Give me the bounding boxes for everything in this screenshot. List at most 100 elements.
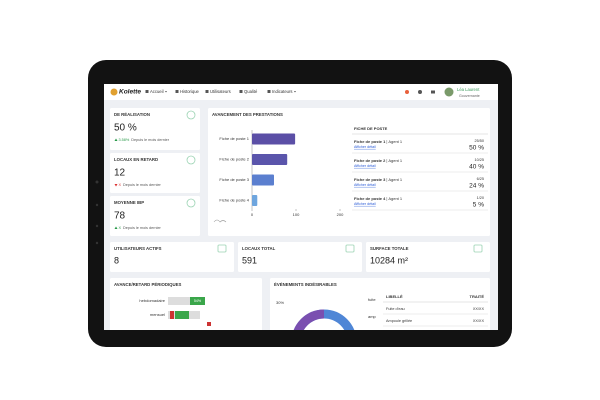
event-name: Ampoule grillée xyxy=(386,319,412,323)
menu-icon xyxy=(267,90,271,93)
bar xyxy=(252,154,288,165)
bar xyxy=(252,133,296,145)
job-percent: 24 % xyxy=(469,183,484,190)
period-bar-green xyxy=(190,297,205,305)
detail-link[interactable]: Afficher détail xyxy=(354,164,376,168)
job-agent: Agent 1 xyxy=(388,158,403,163)
card xyxy=(110,242,234,272)
detail-link[interactable]: Afficher détail xyxy=(354,202,376,206)
period-label: hebdomadaire xyxy=(139,298,165,303)
stat-title: SURFACE TOTALE xyxy=(370,246,409,251)
kpi-title: MOYENNE IBP xyxy=(114,200,144,205)
menu-item[interactable]: Accueil xyxy=(150,89,164,94)
avatar[interactable] xyxy=(444,87,454,97)
job-percent: 50 % xyxy=(469,145,484,152)
bar xyxy=(252,195,258,206)
job-name: Fiche de poste 2 xyxy=(354,158,386,163)
caret xyxy=(165,91,167,93)
kpi-icon xyxy=(186,110,196,120)
legend-label: fuite xyxy=(368,297,376,302)
menu-item[interactable]: Historique xyxy=(180,89,200,94)
job-agent: Agent 1 xyxy=(388,196,403,201)
category-label: Fiche de poste 3 xyxy=(219,177,249,182)
job-count: 25/50 xyxy=(474,139,484,143)
trend-arrow xyxy=(114,138,118,141)
kpi-icon xyxy=(186,155,196,165)
stat-icon xyxy=(473,244,483,253)
kpi-value: 12 xyxy=(114,168,126,179)
period-bar-red xyxy=(207,322,211,326)
bell-icon[interactable] xyxy=(418,90,422,94)
stat-icon xyxy=(217,244,227,253)
kpi-trend: X xyxy=(119,226,122,230)
kpi-title: DE RÉALISATION xyxy=(114,112,150,117)
sensor xyxy=(95,203,99,207)
chart-title: AVANCEMENT DES PRESTATIONS xyxy=(212,112,283,117)
x-tick-label: 100 xyxy=(293,212,300,217)
chart-glyph xyxy=(213,219,227,223)
kpi-trend: X xyxy=(119,183,122,187)
menu-icon xyxy=(175,90,179,93)
kpi-value: 50 % xyxy=(114,123,137,134)
notif-icon[interactable] xyxy=(405,90,409,94)
card xyxy=(110,196,200,236)
kpi-icon xyxy=(186,198,196,208)
x-tick-label: 200 xyxy=(337,212,344,217)
category-label: Fiche de poste 4 xyxy=(219,198,249,203)
donut-label: 30% xyxy=(276,300,284,305)
menu-icon xyxy=(239,90,243,93)
screen: Kolette Accueil Historique Utilisateurs Qual… xyxy=(104,84,498,330)
job-name: Fiche de poste 4 xyxy=(354,196,386,201)
period-bar-green xyxy=(175,311,189,319)
period-bar-red xyxy=(170,311,174,319)
kpi-note: Depuis le mois dernier xyxy=(123,226,162,230)
event-status: XX/XX xyxy=(473,319,485,323)
menu-item[interactable]: Qualité xyxy=(244,89,258,94)
kpi-note: Depuis le mois dernier xyxy=(123,183,162,187)
job-name: Fiche de poste 3 xyxy=(354,177,386,182)
job-name: Fiche de poste 1 xyxy=(354,139,386,144)
kpi-note: Depuis le mois dernier xyxy=(131,138,170,142)
card xyxy=(110,108,200,150)
user-name: Léa Laurent xyxy=(457,87,480,92)
menu-item[interactable]: Utilisateurs xyxy=(210,89,231,94)
stat-value: 8 xyxy=(114,255,119,265)
stat-icon xyxy=(345,244,355,253)
menu-item[interactable]: Indicateurs xyxy=(272,89,292,94)
period-percent: 54% xyxy=(194,299,202,303)
list-title: FICHE DE POSTE xyxy=(354,126,388,131)
kpi-value: 78 xyxy=(114,211,126,222)
stat-value: 591 xyxy=(242,255,257,265)
job-count: 6/25 xyxy=(477,177,484,181)
legend-label: amp xyxy=(368,314,377,319)
periodic-title: AVANCE/RETARD PÉRIODIQUES xyxy=(114,282,181,287)
trend-arrow xyxy=(114,184,118,187)
stat-value: 10284 m² xyxy=(370,255,408,265)
kpi-title: LOCAUX EN RETARD xyxy=(114,157,158,162)
user-role: Gouvernante xyxy=(459,94,480,98)
brand: Kolette xyxy=(119,89,141,96)
events-title: ÉVÉNEMENTS INDÉSIRABLES xyxy=(274,282,337,287)
period-bar-bg xyxy=(168,297,190,305)
category-label: Fiche de poste 1 xyxy=(219,136,249,141)
caret xyxy=(293,91,296,93)
detail-link[interactable]: Afficher détail xyxy=(354,145,376,149)
job-percent: 5 % xyxy=(473,202,484,209)
camera xyxy=(95,180,99,184)
card xyxy=(238,242,362,272)
bar xyxy=(252,174,274,186)
donut-segment xyxy=(293,309,325,330)
menu-icon xyxy=(145,90,149,93)
kpi-trend: 3.58% xyxy=(119,138,130,142)
x-tick-label: 0 xyxy=(251,212,254,217)
detail-link[interactable]: Afficher détail xyxy=(354,183,376,187)
stat-title: UTILISATEURS ACTIFS xyxy=(114,246,162,251)
logo-icon xyxy=(110,88,118,96)
sensor xyxy=(95,241,99,245)
menu-icon xyxy=(205,90,209,93)
trend-arrow xyxy=(114,226,118,229)
sensor xyxy=(95,224,99,228)
stat-title: LOCAUX TOTAL xyxy=(242,246,276,251)
mail-icon[interactable] xyxy=(431,90,435,94)
